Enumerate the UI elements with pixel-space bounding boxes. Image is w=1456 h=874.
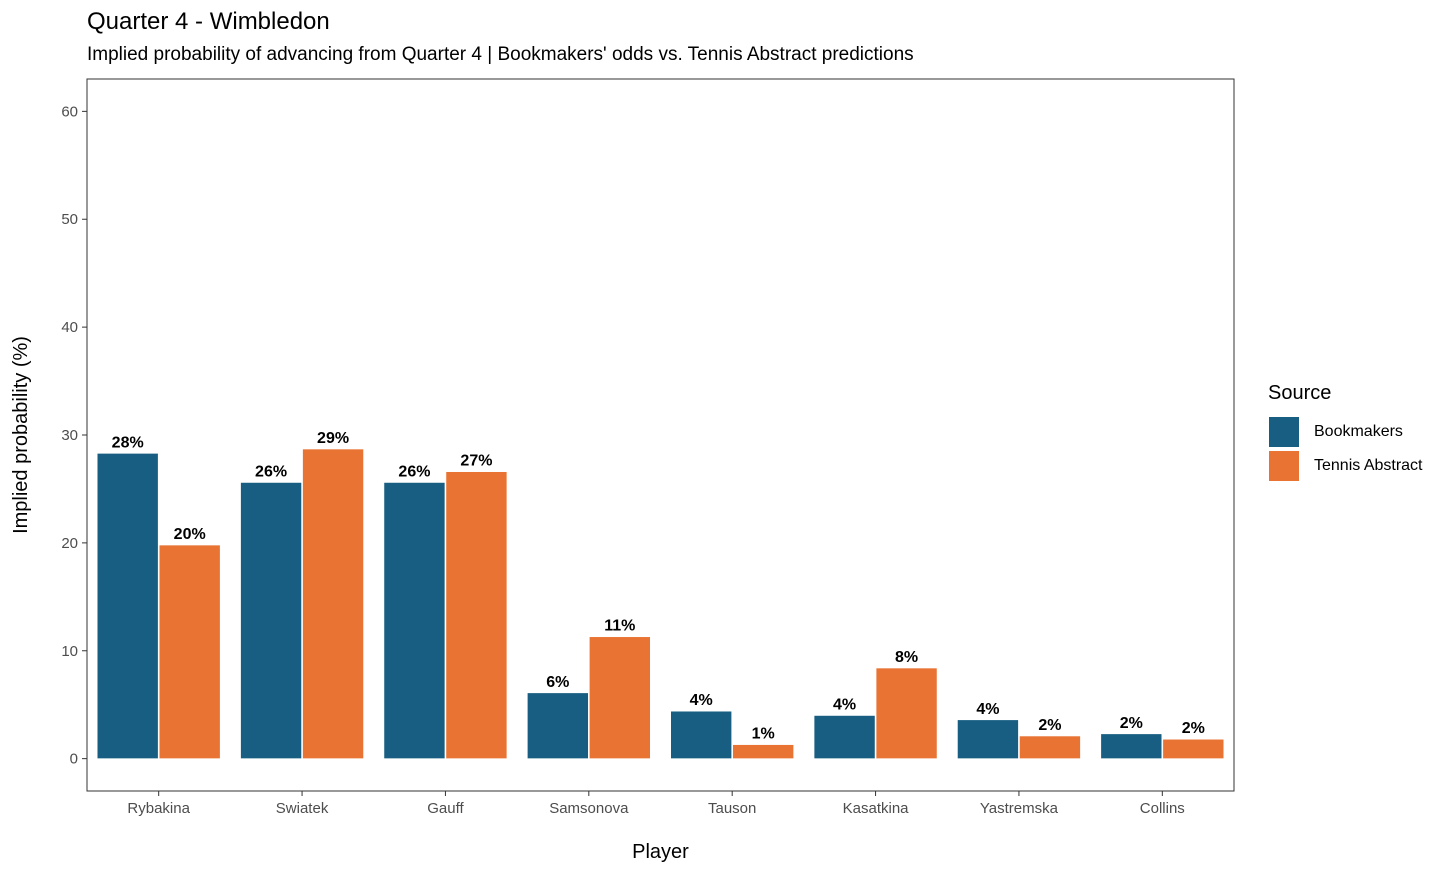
chart-subtitle: Implied probability of advancing from Qu… <box>87 44 914 65</box>
data-label: 27% <box>460 453 492 470</box>
bar <box>240 482 302 759</box>
y-tick-label: 50 <box>61 211 78 228</box>
x-tick-label: Tauson <box>708 800 756 817</box>
bar <box>445 471 508 759</box>
data-label: 26% <box>255 463 287 480</box>
y-tick-label: 10 <box>61 643 78 660</box>
data-label: 8% <box>895 649 918 666</box>
legend-item-tennis-abstract: Tennis Abstract <box>1268 449 1423 483</box>
bar <box>813 715 876 759</box>
y-tick-label: 60 <box>61 103 78 120</box>
y-tick-label: 40 <box>61 319 78 336</box>
x-tick-label: Kasatkina <box>843 800 910 817</box>
bar <box>383 482 446 759</box>
y-axis-title: Implied probability (%) <box>10 336 32 534</box>
bar <box>96 453 159 759</box>
data-label: 28% <box>112 434 144 451</box>
data-label: 4% <box>833 696 856 713</box>
bar <box>589 636 651 759</box>
data-label: 4% <box>976 701 999 718</box>
legend-label-tennis-abstract: Tennis Abstract <box>1314 457 1423 474</box>
legend-swatch-tennis-abstract <box>1268 450 1300 482</box>
bar <box>1100 733 1163 759</box>
data-label: 2% <box>1182 720 1205 737</box>
x-tick-label: Swiatek <box>276 800 329 817</box>
data-label: 11% <box>604 618 635 635</box>
data-label: 29% <box>317 430 349 447</box>
legend-swatch-bookmakers <box>1268 416 1300 448</box>
bar <box>527 692 589 759</box>
bar <box>957 719 1019 759</box>
y-tick-label: 30 <box>61 427 78 444</box>
bar <box>1162 738 1225 759</box>
x-axis-title: Player <box>632 841 689 863</box>
x-tick-label: Collins <box>1140 800 1185 817</box>
x-tick-label: Samsonova <box>549 800 629 817</box>
x-tick-label: Gauff <box>427 800 464 817</box>
chart-title: Quarter 4 - Wimbledon <box>87 8 330 35</box>
data-label: 26% <box>398 463 430 480</box>
data-label: 1% <box>752 726 775 743</box>
data-label: 2% <box>1120 715 1143 732</box>
x-tick-label: Rybakina <box>127 800 190 817</box>
bar <box>302 448 364 759</box>
bar <box>1019 735 1081 759</box>
bar <box>670 710 732 759</box>
data-label: 4% <box>690 692 713 709</box>
data-label: 6% <box>546 674 569 691</box>
y-tick-label: 0 <box>70 751 78 768</box>
x-tick-label: Yastremska <box>980 800 1059 817</box>
bar <box>732 744 794 759</box>
bar <box>875 667 938 759</box>
data-label: 2% <box>1038 717 1061 734</box>
legend-title: Source <box>1268 382 1332 404</box>
bar <box>158 544 221 759</box>
legend-item-bookmakers: Bookmakers <box>1268 415 1423 449</box>
data-label: 20% <box>174 526 206 543</box>
legend-label-bookmakers: Bookmakers <box>1314 423 1403 440</box>
legend: Source Bookmakers Tennis Abstract <box>1268 382 1423 483</box>
y-tick-label: 20 <box>61 535 78 552</box>
